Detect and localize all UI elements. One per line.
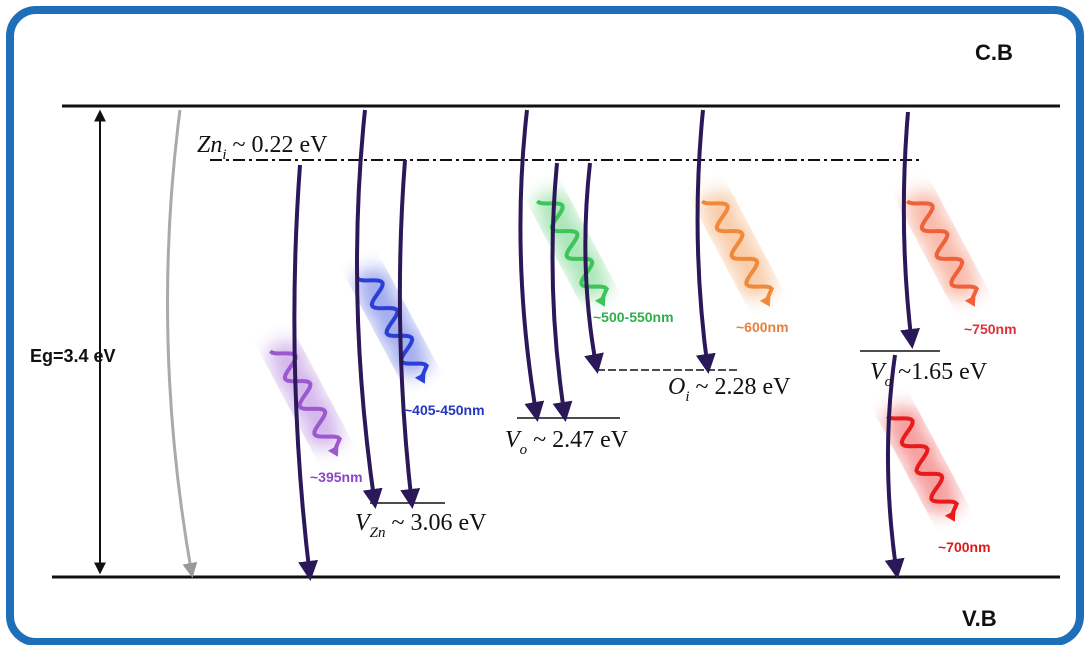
level-subscript: o [885, 374, 893, 390]
level-energy: ~ 2.28 eV [696, 374, 792, 400]
level-energy: ~ 2.47 eV [533, 427, 629, 453]
level-energy: ~1.65 eV [898, 359, 988, 385]
emission-label: ~500-550nm [593, 309, 674, 325]
gap-label: Eg=3.4 eV [30, 346, 116, 366]
level-symbol: O [668, 374, 685, 400]
level-subscript: i [222, 147, 226, 163]
level-subscript: o [520, 442, 528, 458]
emission-label: ~700nm [938, 539, 991, 555]
emission-label: ~395nm [310, 469, 363, 485]
level-subscript: i [685, 389, 689, 405]
vb-label: V.B [962, 606, 997, 631]
emission-label: ~750nm [964, 321, 1017, 337]
cb-label: C.B [975, 40, 1013, 65]
diagram: C.B V.B Eg=3.4 eV Zni~ 0.22 eVVZn~ 3.06 … [0, 0, 1086, 645]
level-energy: ~ 0.22 eV [233, 132, 329, 158]
emission-label: ~600nm [736, 319, 789, 335]
emission-label: ~405-450nm [404, 402, 485, 418]
level-symbol: Zn [197, 132, 222, 158]
level-subscript: Zn [370, 525, 386, 541]
level-energy: ~ 3.06 eV [392, 510, 488, 536]
